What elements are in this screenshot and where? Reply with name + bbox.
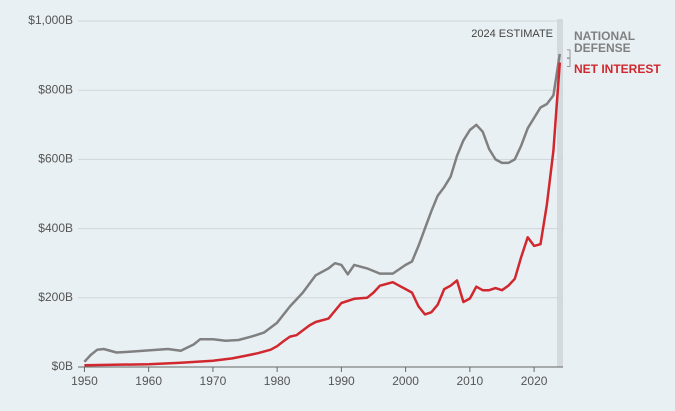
x-tick-label: 1970 xyxy=(200,374,227,388)
x-tick-label: 2010 xyxy=(457,374,484,388)
x-tick-label: 2020 xyxy=(521,374,548,388)
y-tick-label: $200B xyxy=(38,290,73,304)
label-bracket xyxy=(567,58,571,68)
y-tick-label: $400B xyxy=(38,221,73,235)
y-tick-label: $1,000B xyxy=(28,13,73,27)
label-bracket xyxy=(567,49,571,59)
legend-label: NET INTEREST xyxy=(574,62,661,76)
y-tick-label: $0B xyxy=(52,359,73,373)
line-series xyxy=(83,53,562,363)
line-series xyxy=(84,62,562,367)
y-tick-label: $800B xyxy=(38,82,73,96)
annotation: 2024 ESTIMATE xyxy=(471,28,553,40)
x-tick-label: 2000 xyxy=(392,374,419,388)
y-tick-label: $600B xyxy=(38,152,73,166)
x-tick-label: 1990 xyxy=(328,374,355,388)
legend-label: NATIONAL DEFENSE xyxy=(574,29,635,55)
x-tick-label: 1980 xyxy=(264,374,291,388)
estimate-band xyxy=(557,19,563,367)
x-tick-label: 1960 xyxy=(135,374,162,388)
x-tick-label: 1950 xyxy=(71,374,98,388)
